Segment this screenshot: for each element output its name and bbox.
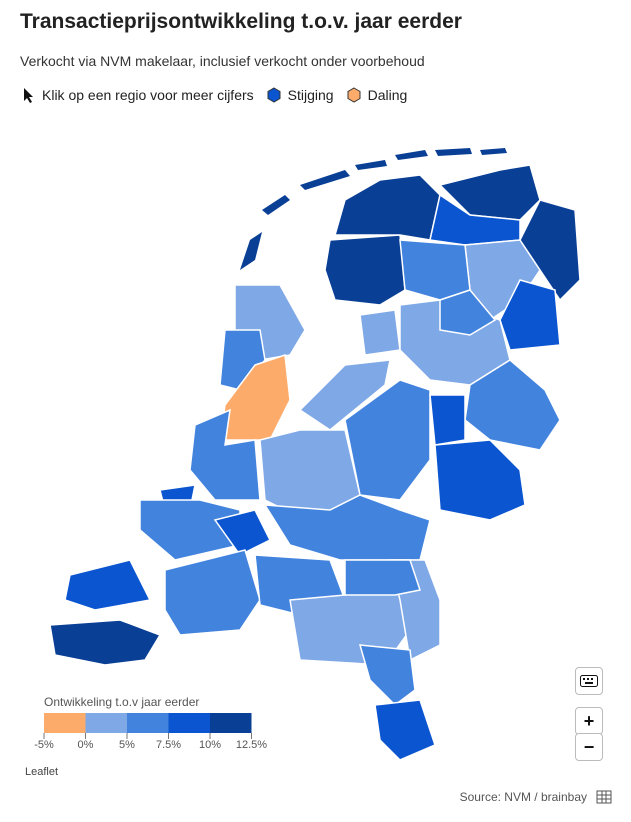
keyboard-icon	[580, 675, 598, 687]
island	[435, 148, 472, 156]
region[interactable]	[374, 699, 436, 761]
island	[240, 232, 262, 270]
island	[480, 148, 507, 155]
attribution[interactable]: Leaflet	[25, 766, 59, 778]
legend-tick-label: 12.5%	[236, 739, 267, 751]
legend-swatch	[127, 713, 169, 733]
island	[355, 160, 387, 170]
legend-swatch	[85, 713, 127, 733]
legend-title: Ontwikkeling t.o.v jaar eerder	[44, 695, 199, 709]
region[interactable]	[434, 439, 526, 521]
legend-tick-label: 10%	[199, 739, 221, 751]
legend-swatch	[168, 713, 210, 733]
region[interactable]	[164, 549, 261, 636]
legend-tick-label: -5%	[34, 739, 54, 751]
region[interactable]	[49, 619, 162, 666]
zoom-out[interactable]: −	[575, 733, 603, 761]
legend-tick-label: 0%	[78, 739, 94, 751]
keyboard-button[interactable]	[575, 667, 603, 695]
rise-icon	[267, 87, 281, 103]
region[interactable]	[64, 559, 152, 611]
island	[395, 150, 428, 160]
region[interactable]	[358, 644, 416, 706]
region[interactable]	[334, 174, 441, 241]
region[interactable]	[263, 494, 431, 561]
hint: Klik op een regio voor meer cijfers	[42, 87, 254, 103]
region[interactable]	[429, 394, 466, 446]
region[interactable]	[499, 279, 561, 351]
title: Transactieprijsontwikkeling t.o.v. jaar …	[20, 10, 462, 33]
fall-label: Daling	[367, 87, 408, 103]
zoom-in[interactable]: +	[575, 707, 603, 735]
cursor-icon	[24, 88, 33, 103]
region[interactable]	[464, 359, 561, 451]
legend-swatch	[44, 713, 86, 733]
region[interactable]	[399, 239, 471, 301]
key: Klik op een regio voor meer cijfers Stij…	[22, 87, 407, 103]
region[interactable]	[189, 408, 261, 501]
fall-icon	[347, 87, 361, 103]
region[interactable]	[519, 199, 581, 302]
region[interactable]	[439, 289, 497, 336]
region[interactable]	[298, 359, 391, 431]
island	[262, 195, 290, 215]
region[interactable]	[344, 559, 421, 596]
subtitle: Verkocht via NVM makelaar, inclusief ver…	[20, 53, 425, 69]
table-icon[interactable]	[596, 790, 612, 804]
legend-tick-label: 5%	[119, 739, 135, 751]
region[interactable]	[324, 234, 406, 306]
rise-label: Stijging	[287, 87, 334, 103]
legend-tick-label: 7.5%	[156, 739, 181, 751]
region[interactable]	[213, 509, 272, 556]
source: Source: NVM / brainbay	[459, 790, 587, 804]
legend-swatch	[210, 713, 252, 733]
region[interactable]	[359, 309, 401, 356]
island	[300, 170, 350, 190]
